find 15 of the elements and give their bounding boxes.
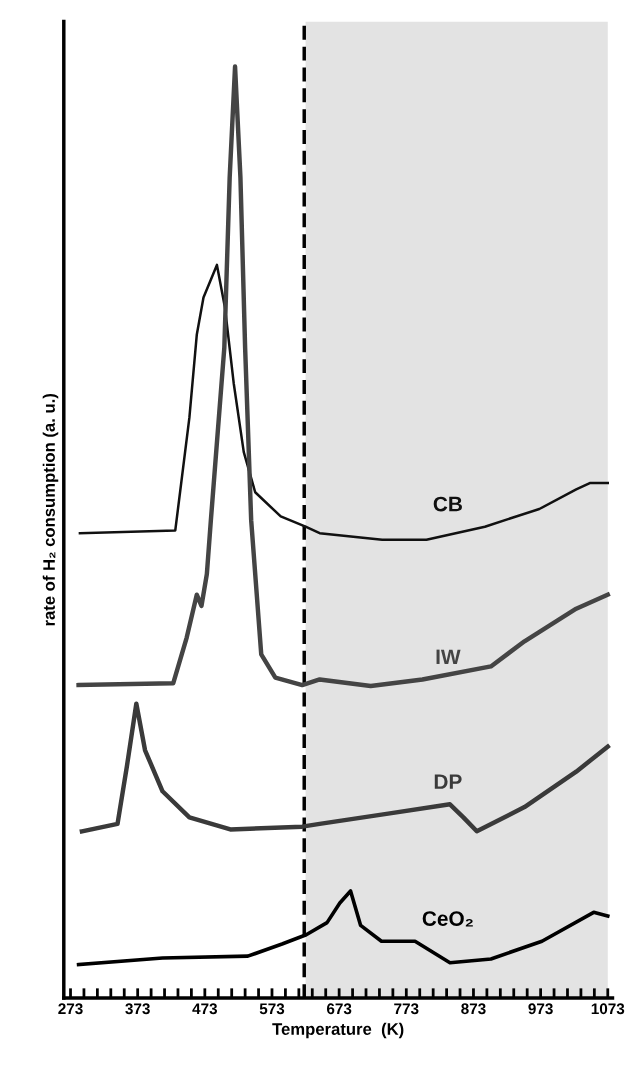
x-tick-label: 373: [125, 1003, 150, 1015]
x-tick-label: 1073: [591, 1003, 625, 1015]
x-axis-title: Temperature (K): [272, 1022, 404, 1039]
x-tick-label: 773: [394, 1003, 419, 1015]
x-tick-label: 673: [326, 1003, 352, 1015]
x-tick-label: 273: [58, 1003, 83, 1015]
series-label: DP: [434, 774, 462, 789]
x-tick-label: 973: [528, 1003, 553, 1015]
x-tick-label: 573: [259, 1003, 285, 1015]
series-label: IW: [436, 649, 461, 664]
x-tick-label: 473: [192, 1003, 218, 1015]
x-tick-label: 873: [461, 1003, 486, 1015]
series-label: CeO₂: [422, 911, 473, 927]
y-axis-title: rate of H₂ consumption (a. u.): [42, 393, 59, 626]
series-label: CB: [433, 496, 462, 512]
